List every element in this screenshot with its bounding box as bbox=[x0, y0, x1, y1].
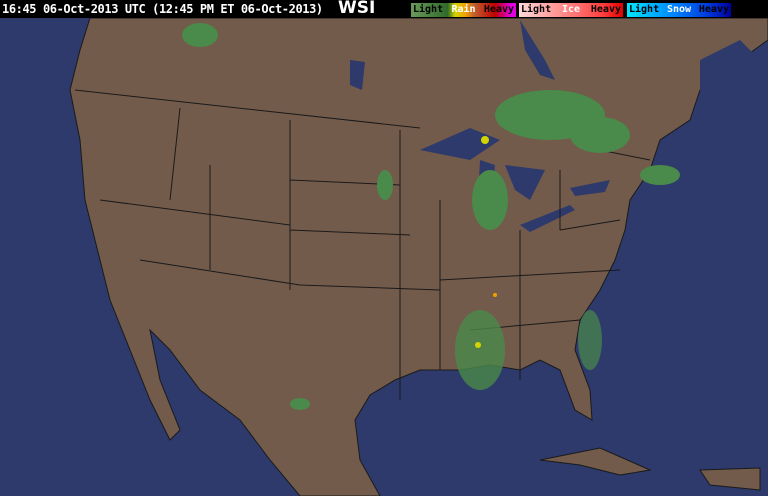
state-borders bbox=[74, 89, 651, 400]
radar-echo-moderate bbox=[493, 293, 497, 297]
radar-echo bbox=[182, 23, 218, 47]
legend-snow: Light Snow Heavy bbox=[627, 3, 731, 17]
radar-echo bbox=[455, 310, 505, 390]
legend-rain-light: Light bbox=[413, 4, 444, 15]
landmass bbox=[69, 18, 768, 496]
radar-echoes bbox=[182, 23, 680, 410]
legend-ice-light: Light bbox=[521, 4, 552, 15]
legend-ice-title: Ice bbox=[561, 4, 581, 15]
legend-rain-title: Rain bbox=[451, 4, 476, 15]
legend-snow-heavy: Heavy bbox=[698, 4, 729, 15]
radar-echo bbox=[570, 117, 630, 153]
radar-echo-moderate bbox=[475, 342, 481, 348]
radar-echo bbox=[472, 170, 508, 230]
wsi-logo: WSI bbox=[338, 0, 376, 18]
timestamp: 16:45 06-Oct-2013 UTC (12:45 PM ET 06-Oc… bbox=[2, 2, 323, 16]
legend-snow-title: Snow bbox=[666, 4, 692, 15]
radar-echo bbox=[578, 310, 602, 370]
radar-echo bbox=[377, 170, 393, 200]
legend-ice: Light Ice Heavy bbox=[519, 3, 623, 17]
header-bar: 16:45 06-Oct-2013 UTC (12:45 PM ET 06-Oc… bbox=[0, 0, 768, 18]
legend-ice-heavy: Heavy bbox=[590, 4, 621, 15]
radar-echo bbox=[290, 398, 310, 410]
radar-map[interactable] bbox=[0, 18, 768, 496]
legend-snow-light: Light bbox=[629, 4, 660, 15]
radar-echo bbox=[640, 165, 680, 185]
radar-echo-moderate bbox=[481, 136, 489, 144]
legend-rain-heavy: Heavy bbox=[483, 4, 514, 15]
legend-rain: Light Rain Heavy bbox=[411, 3, 516, 17]
